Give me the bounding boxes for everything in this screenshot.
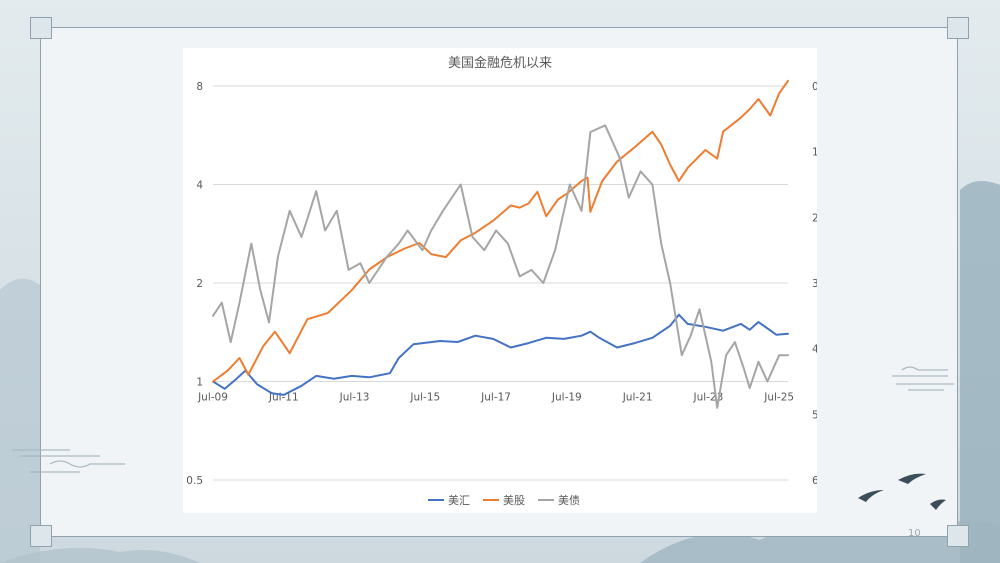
x-axis-tick-label: Jul-15 bbox=[409, 392, 440, 404]
cloud-swirl-right-decoration bbox=[892, 366, 954, 391]
gridlines bbox=[213, 85, 788, 481]
cloud-swirl-left-decoration bbox=[12, 449, 125, 473]
right-axis-tick-label: 6 bbox=[812, 475, 817, 487]
right-axis-tick-label: 4 bbox=[812, 344, 817, 356]
x-axis-tick-label: Jul-25 bbox=[763, 392, 794, 404]
right-axis-tick-label: 3 bbox=[812, 278, 817, 290]
x-axis-tick-label: Jul-09 bbox=[197, 392, 228, 404]
left-axis-tick-label: 8 bbox=[196, 81, 203, 93]
series-line-美债 bbox=[212, 124, 789, 409]
x-axis-tick-label: Jul-19 bbox=[551, 392, 582, 404]
right-axis-tick-label: 0 bbox=[812, 81, 817, 93]
left-axis-tick-label: 1 bbox=[196, 377, 203, 389]
birds-decoration bbox=[858, 473, 946, 510]
x-axis-tick-label: Jul-21 bbox=[622, 392, 653, 404]
x-axis-tick-label: Jul-13 bbox=[339, 392, 370, 404]
left-axis-ticks: 0.5 1 2 4 8 bbox=[186, 81, 203, 487]
frame-corner-bottom-right bbox=[947, 525, 969, 547]
left-axis-tick-label: 4 bbox=[196, 180, 203, 192]
chart-title: 美国金融危机以来 bbox=[448, 55, 552, 71]
right-axis-tick-label: 1 bbox=[812, 147, 817, 159]
right-axis-tick-label: 2 bbox=[812, 212, 817, 224]
left-axis-tick-label: 2 bbox=[196, 278, 203, 290]
legend-label: 美汇 bbox=[448, 494, 470, 507]
x-axis-ticks: Jul-09 Jul-11 Jul-13 Jul-15 Jul-17 Jul-19 Jul-… bbox=[197, 392, 794, 404]
frame-corner-top-left bbox=[30, 17, 52, 39]
right-axis-ticks: 0 1 2 3 4 5 6 bbox=[812, 81, 817, 487]
left-axis-tick-label: 0.5 bbox=[186, 475, 203, 487]
page-number: 10 bbox=[908, 528, 921, 539]
legend: 美汇 美股 美债 bbox=[428, 493, 580, 507]
series-line-美汇 bbox=[212, 313, 789, 396]
legend-label: 美股 bbox=[503, 494, 525, 507]
series-line-美股 bbox=[212, 79, 789, 383]
frame-corner-top-right bbox=[947, 17, 969, 39]
frame-corner-bottom-left bbox=[30, 525, 52, 547]
series-lines bbox=[212, 79, 789, 409]
right-axis-tick-label: 5 bbox=[812, 409, 817, 421]
legend-label: 美债 bbox=[558, 493, 580, 507]
x-axis-tick-label: Jul-17 bbox=[480, 392, 511, 404]
